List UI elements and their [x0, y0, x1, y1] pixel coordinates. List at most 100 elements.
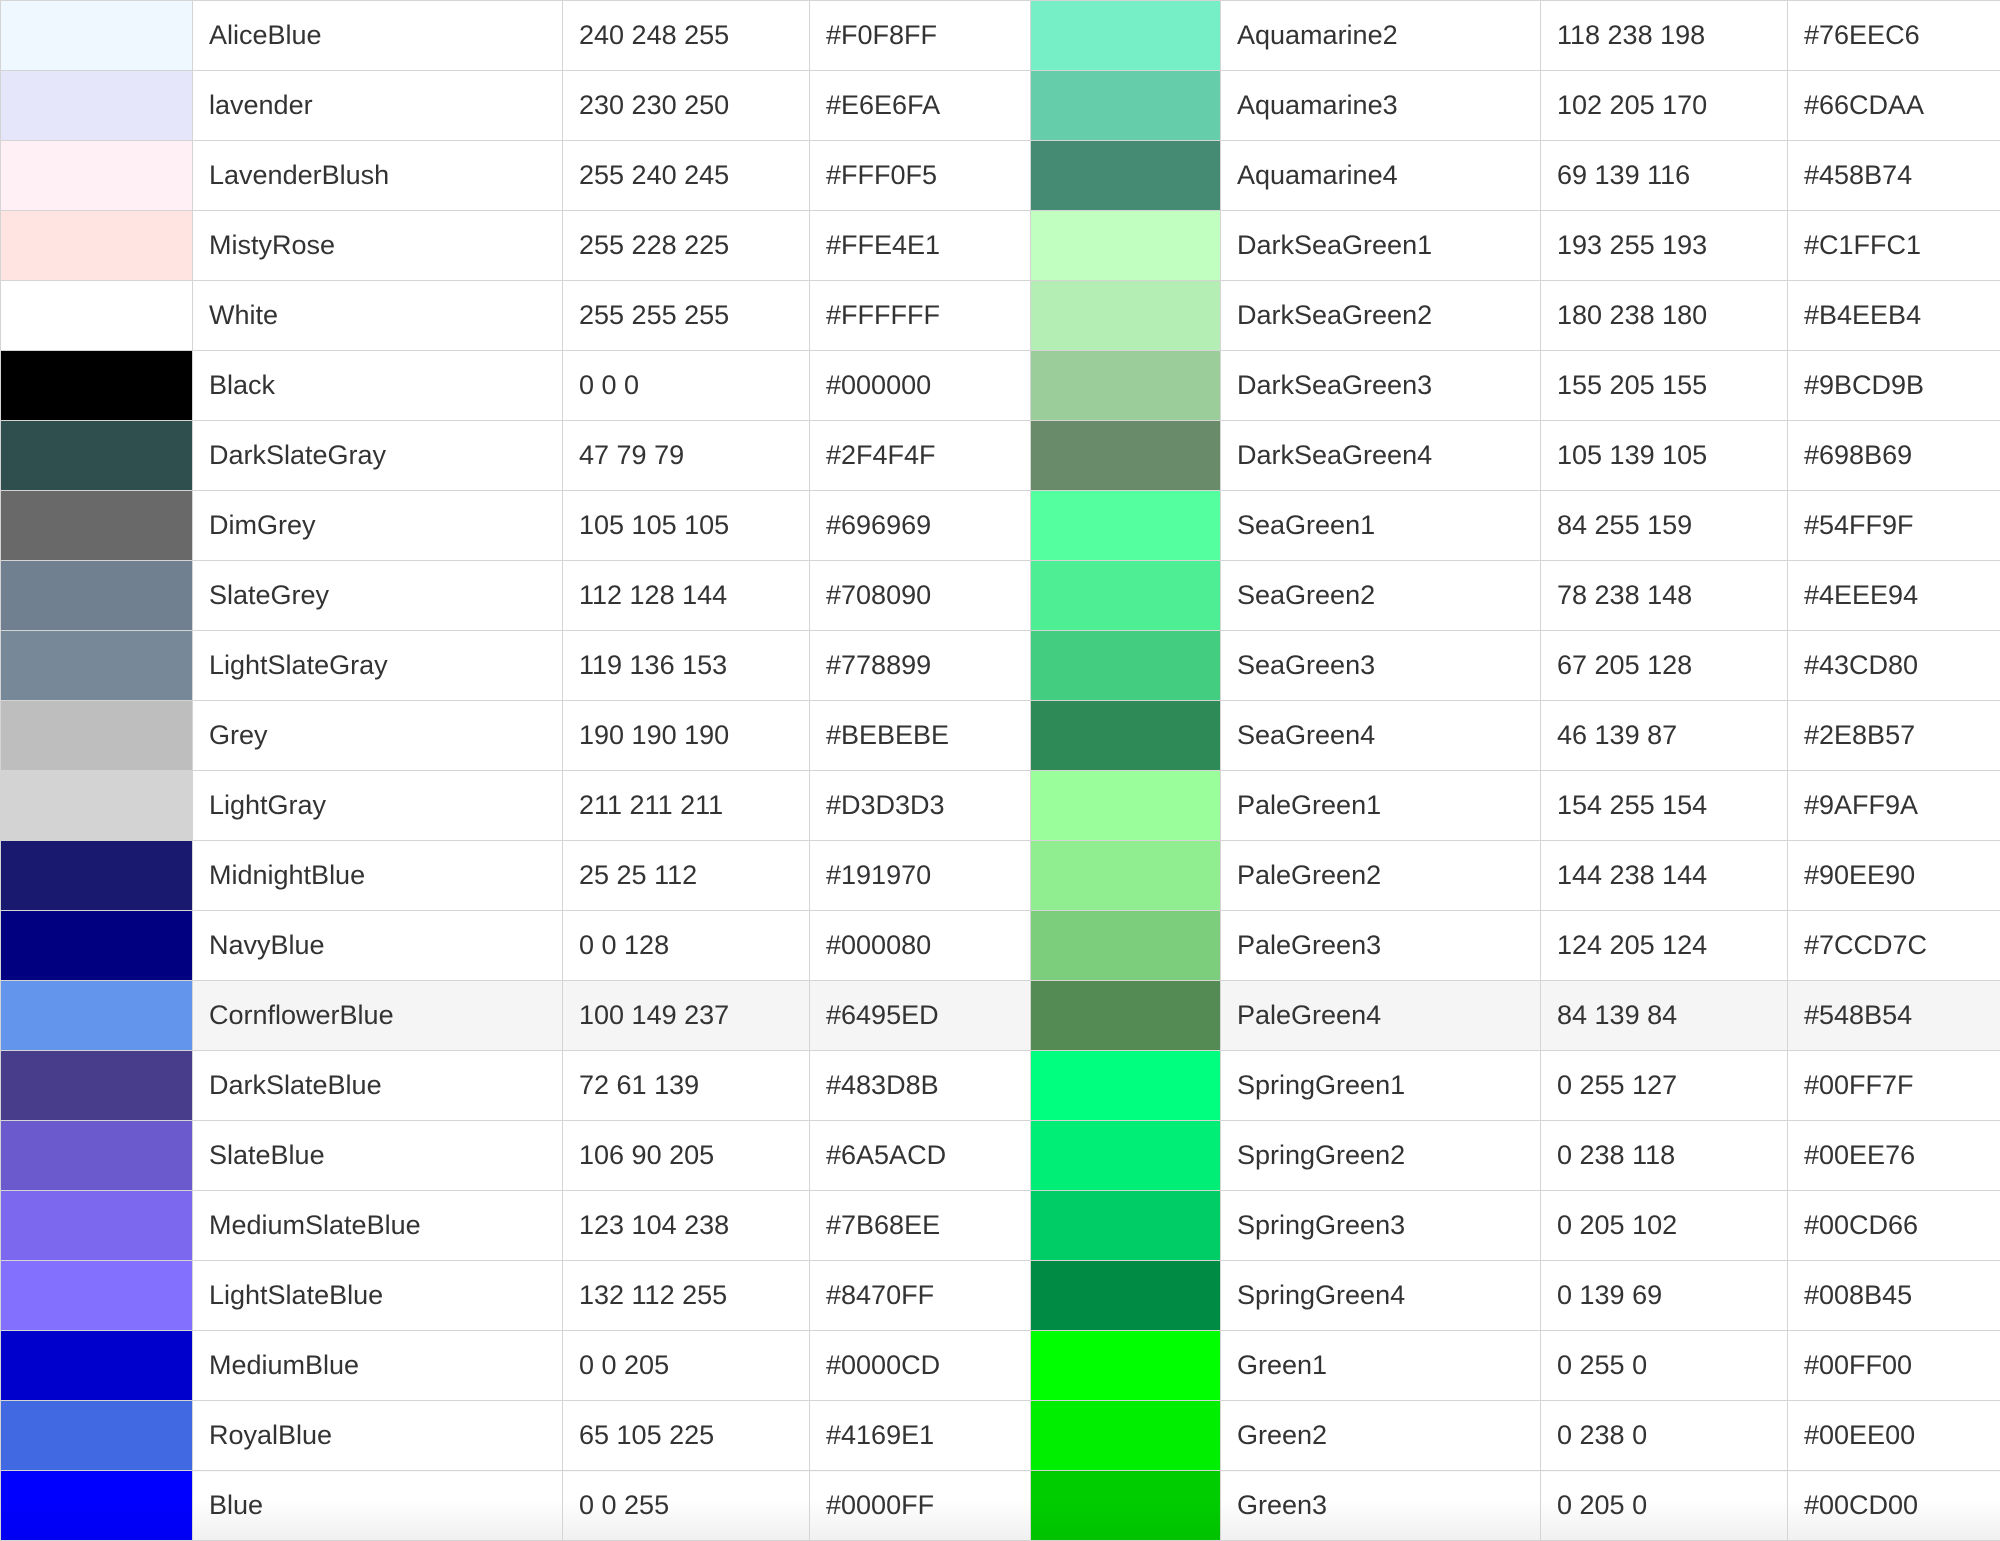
color-swatch — [1031, 1191, 1221, 1261]
hex-value-cell: #2E8B57 — [1788, 701, 2000, 771]
color-name-cell: lavender — [193, 71, 563, 141]
color-name-cell: Aquamarine2 — [1221, 1, 1541, 71]
color-swatch — [1031, 771, 1221, 841]
color-name-cell: SlateBlue — [193, 1121, 563, 1191]
color-name-cell: DarkSeaGreen1 — [1221, 211, 1541, 281]
color-name-cell: PaleGreen3 — [1221, 911, 1541, 981]
color-swatch — [1031, 841, 1221, 911]
color-swatch — [1, 1401, 193, 1471]
color-name-cell: Aquamarine4 — [1221, 141, 1541, 211]
rgb-value-cell: 180 238 180 — [1541, 281, 1788, 351]
hex-value-cell: #54FF9F — [1788, 491, 2000, 561]
hex-value-cell: #F0F8FF — [810, 1, 1031, 71]
color-name-cell: LightSlateGray — [193, 631, 563, 701]
rgb-value-cell: 124 205 124 — [1541, 911, 1788, 981]
rgb-value-cell: 255 240 245 — [563, 141, 810, 211]
color-name-cell: DimGrey — [193, 491, 563, 561]
color-swatch — [1031, 1, 1221, 71]
color-swatch — [1, 1331, 193, 1401]
rgb-value-cell: 0 255 127 — [1541, 1051, 1788, 1121]
color-swatch — [1031, 71, 1221, 141]
hex-value-cell: #76EEC6 — [1788, 1, 2000, 71]
color-swatch — [1, 1191, 193, 1261]
rgb-value-cell: 255 228 225 — [563, 211, 810, 281]
color-swatch — [1, 561, 193, 631]
color-swatch — [1031, 1331, 1221, 1401]
rgb-value-cell: 65 105 225 — [563, 1401, 810, 1471]
hex-value-cell: #0000CD — [810, 1331, 1031, 1401]
hex-value-cell: #191970 — [810, 841, 1031, 911]
rgb-value-cell: 255 255 255 — [563, 281, 810, 351]
hex-value-cell: #8470FF — [810, 1261, 1031, 1331]
hex-value-cell: #696969 — [810, 491, 1031, 561]
hex-value-cell: #458B74 — [1788, 141, 2000, 211]
hex-value-cell: #548B54 — [1788, 981, 2000, 1051]
hex-value-cell: #00EE00 — [1788, 1401, 2000, 1471]
rgb-value-cell: 193 255 193 — [1541, 211, 1788, 281]
rgb-value-cell: 211 211 211 — [563, 771, 810, 841]
color-name-cell: MediumBlue — [193, 1331, 563, 1401]
hex-value-cell: #66CDAA — [1788, 71, 2000, 141]
rgb-value-cell: 105 139 105 — [1541, 421, 1788, 491]
color-name-cell: MediumSlateBlue — [193, 1191, 563, 1261]
rgb-value-cell: 46 139 87 — [1541, 701, 1788, 771]
color-name-cell: SeaGreen3 — [1221, 631, 1541, 701]
color-swatch — [1031, 561, 1221, 631]
color-name-cell: DarkSlateBlue — [193, 1051, 563, 1121]
color-swatch — [1031, 491, 1221, 561]
color-swatch — [1, 351, 193, 421]
color-name-cell: Green1 — [1221, 1331, 1541, 1401]
rgb-value-cell: 118 238 198 — [1541, 1, 1788, 71]
rgb-value-cell: 0 238 0 — [1541, 1401, 1788, 1471]
rgb-value-cell: 102 205 170 — [1541, 71, 1788, 141]
hex-value-cell: #00FF7F — [1788, 1051, 2000, 1121]
color-swatch — [1031, 351, 1221, 421]
color-swatch — [1, 211, 193, 281]
color-name-cell: SeaGreen1 — [1221, 491, 1541, 561]
color-swatch — [1031, 911, 1221, 981]
hex-value-cell: #6A5ACD — [810, 1121, 1031, 1191]
color-name-cell: DarkSlateGray — [193, 421, 563, 491]
color-name-cell: Black — [193, 351, 563, 421]
hex-value-cell: #2F4F4F — [810, 421, 1031, 491]
hex-value-cell: #6495ED — [810, 981, 1031, 1051]
color-swatch — [1031, 981, 1221, 1051]
color-swatch — [1, 421, 193, 491]
color-swatch — [1031, 1401, 1221, 1471]
color-name-cell: MidnightBlue — [193, 841, 563, 911]
rgb-value-cell: 0 205 0 — [1541, 1471, 1788, 1541]
color-swatch — [1031, 1261, 1221, 1331]
color-swatch — [1, 491, 193, 561]
color-name-cell: Aquamarine3 — [1221, 71, 1541, 141]
color-name-cell: RoyalBlue — [193, 1401, 563, 1471]
color-name-cell: DarkSeaGreen3 — [1221, 351, 1541, 421]
color-swatch — [1, 281, 193, 351]
color-name-cell: White — [193, 281, 563, 351]
color-name-cell: SeaGreen4 — [1221, 701, 1541, 771]
color-swatch — [1, 71, 193, 141]
hex-value-cell: #00CD00 — [1788, 1471, 2000, 1541]
color-name-cell: LightGray — [193, 771, 563, 841]
color-name-cell: SpringGreen4 — [1221, 1261, 1541, 1331]
rgb-value-cell: 25 25 112 — [563, 841, 810, 911]
hex-value-cell: #778899 — [810, 631, 1031, 701]
color-swatch — [1031, 1051, 1221, 1121]
rgb-value-cell: 0 0 205 — [563, 1331, 810, 1401]
color-swatch — [1, 1, 193, 71]
rgb-value-cell: 100 149 237 — [563, 981, 810, 1051]
rgb-value-cell: 67 205 128 — [1541, 631, 1788, 701]
color-name-cell: PaleGreen4 — [1221, 981, 1541, 1051]
